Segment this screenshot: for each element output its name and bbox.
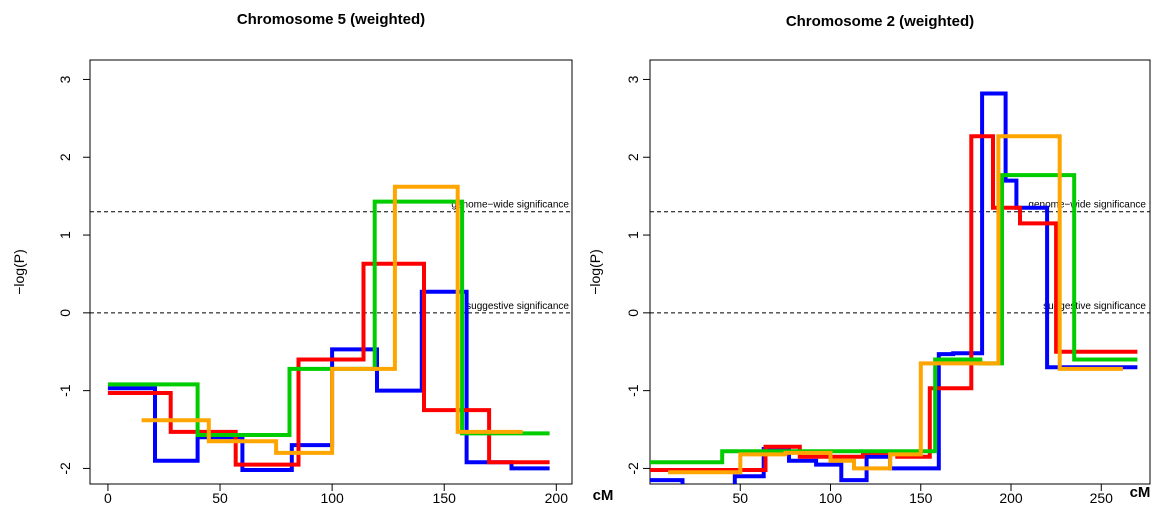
y-axis-label: −log(P) (11, 249, 27, 295)
x-tick-label: 200 (999, 490, 1023, 506)
plot-frame (649, 59, 1151, 485)
x-unit-label: cM (593, 487, 614, 504)
x-tick-label: 100 (320, 490, 344, 506)
x-tick-label: 150 (909, 490, 933, 506)
chart-title: Chromosome 5 (weighted) (237, 11, 425, 28)
y-tick-label: -1 (57, 384, 73, 397)
plot-frame (89, 59, 573, 485)
series-line-2 (107, 199, 550, 437)
x-tick-label: 200 (545, 490, 569, 506)
x-tick-label: 50 (732, 490, 748, 506)
series-line-3 (668, 134, 1123, 475)
series-line-0 (650, 91, 1138, 484)
panel-chromosome-5: Chromosome 5 (weighted) -2 -1 0 1 2 3 0 50 100 150… (11, 11, 613, 506)
y-tick-label: 2 (625, 153, 641, 161)
x-unit-label: cM (1130, 484, 1151, 501)
y-tick-label: 2 (57, 153, 73, 161)
series-line-0 (107, 289, 550, 472)
y-tick-label: -1 (625, 384, 641, 397)
threshold-label: genome−wide significance (451, 200, 569, 211)
threshold-label: suggestive significance (466, 301, 569, 312)
series-group (650, 91, 1138, 484)
threshold-label: suggestive significance (1043, 301, 1146, 312)
chart-title: Chromosome 2 (weighted) (786, 13, 974, 30)
y-tick-label: 3 (57, 75, 73, 83)
series-line-3 (141, 184, 523, 455)
panel-chromosome-2: Chromosome 2 (weighted) -2 -1 0 1 2 3 50 100 150 2… (587, 13, 1151, 506)
x-tick-label: 0 (104, 490, 112, 506)
x-tick-label: 50 (212, 490, 228, 506)
x-tick-label: 100 (819, 490, 843, 506)
y-axis-label: −log(P) (587, 249, 603, 295)
y-tick-label: 1 (625, 231, 641, 239)
x-tick-label: 150 (433, 490, 457, 506)
y-tick-label: 0 (625, 309, 641, 317)
threshold-label: genome−wide significance (1028, 200, 1146, 211)
series-line-1 (107, 261, 550, 467)
x-tick-label: 250 (1090, 490, 1114, 506)
y-tick-label: -2 (625, 462, 641, 475)
series-line-2 (650, 173, 1138, 465)
y-tick-label: 0 (57, 309, 73, 317)
y-tick-label: -2 (57, 462, 73, 475)
series-group (107, 184, 550, 472)
y-tick-label: 1 (57, 231, 73, 239)
y-tick-label: 3 (625, 75, 641, 83)
